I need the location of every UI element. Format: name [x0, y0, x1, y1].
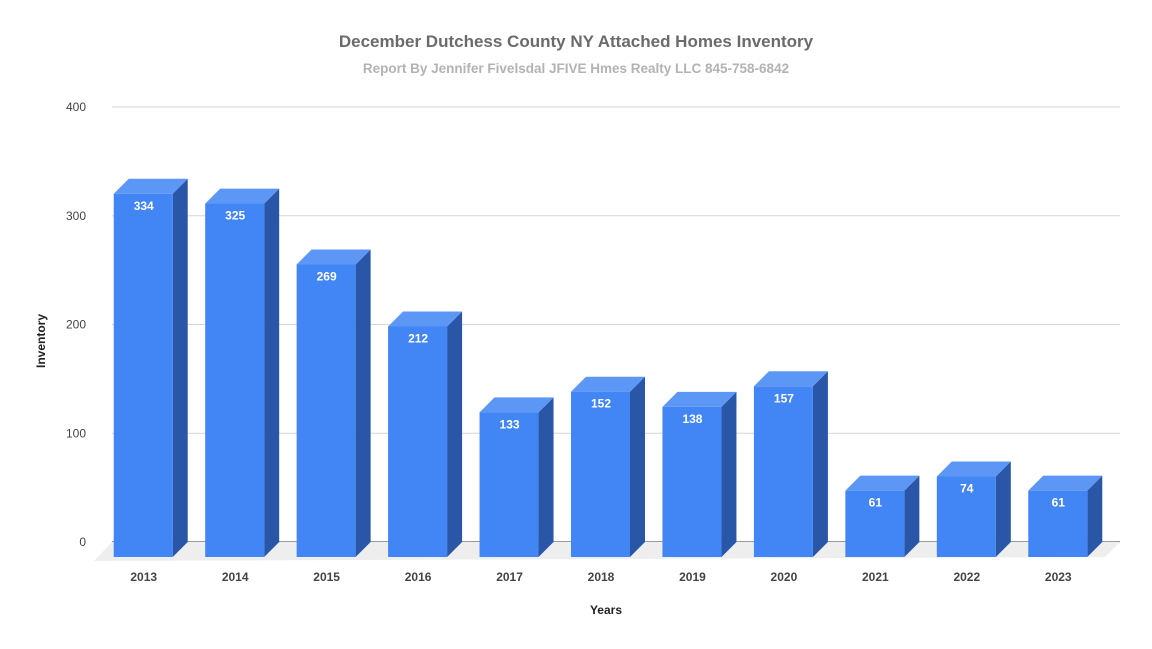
data-label: 334: [134, 199, 154, 213]
data-label: 212: [408, 331, 428, 345]
y-tick-label: 400: [66, 100, 86, 114]
x-tick-label: 2018: [588, 570, 615, 584]
bar-top-2014: [205, 188, 280, 204]
chart-subtitle: Report By Jennifer Fivelsdal JFIVE Hmes …: [362, 61, 790, 76]
bar-top-2016: [388, 311, 463, 327]
bar-top-2015: [296, 249, 371, 265]
x-tick-label: 2020: [771, 570, 798, 584]
bar-2023: [1028, 490, 1088, 557]
x-tick-label: 2014: [222, 570, 249, 584]
x-tick-label: 2022: [953, 570, 980, 584]
bar-top-2020: [753, 371, 828, 387]
bar-side-2016: [447, 311, 463, 557]
x-tick-label: 2016: [405, 570, 432, 584]
y-tick-label: 300: [66, 209, 86, 223]
bar-2016: [388, 326, 448, 557]
data-label: 61: [869, 496, 883, 510]
bar-side-2018: [630, 376, 645, 557]
data-label: 74: [960, 482, 974, 496]
bar-top-2017: [479, 397, 554, 413]
bar-2019: [662, 406, 722, 557]
x-tick-label: 2019: [679, 570, 706, 584]
data-label: 152: [591, 397, 611, 411]
data-label: 269: [317, 269, 337, 283]
bar-top-2022: [936, 461, 1011, 477]
data-label: 61: [1052, 496, 1066, 510]
x-axis-title: Years: [590, 603, 622, 617]
bar-2013: [113, 193, 173, 557]
bar-side-2014: [264, 188, 280, 557]
bar-top-2019: [662, 391, 737, 407]
bar-side-2019: [721, 391, 737, 557]
bar-2018: [571, 391, 630, 557]
y-axis-title: Inventory: [34, 314, 48, 368]
x-tick-label: 2021: [862, 570, 889, 584]
bar-side-2013: [172, 178, 188, 557]
y-tick-label: 200: [66, 318, 86, 332]
bar-2017: [479, 412, 539, 557]
bar-2022: [936, 476, 996, 557]
bar-2015: [296, 264, 356, 557]
x-tick-label: 2017: [496, 570, 523, 584]
bar-side-2017: [538, 397, 554, 557]
bar-side-2023: [1087, 475, 1103, 557]
bar-top-2023: [1028, 475, 1103, 491]
bar-side-2022: [995, 461, 1011, 557]
data-label: 157: [774, 391, 794, 405]
data-label: 138: [682, 412, 702, 426]
y-tick-label: 0: [79, 535, 86, 549]
bar-top-2021: [845, 475, 920, 491]
bar-2014: [205, 203, 265, 557]
bar-side-2015: [355, 249, 371, 557]
x-tick-label: 2013: [130, 570, 157, 584]
data-label: 325: [225, 209, 245, 223]
bar-side-2021: [904, 475, 920, 557]
data-label: 133: [500, 417, 520, 431]
bar-2020: [753, 386, 813, 557]
x-tick-label: 2023: [1045, 570, 1072, 584]
bar-2021: [845, 490, 905, 557]
chart-title: December Dutchess County NY Attached Hom…: [338, 32, 814, 51]
bar-top-2018: [571, 376, 645, 392]
x-tick-label: 2015: [313, 570, 340, 584]
bar-side-2020: [812, 371, 828, 557]
y-tick-label: 100: [66, 426, 86, 440]
bar-top-2013: [113, 178, 188, 194]
